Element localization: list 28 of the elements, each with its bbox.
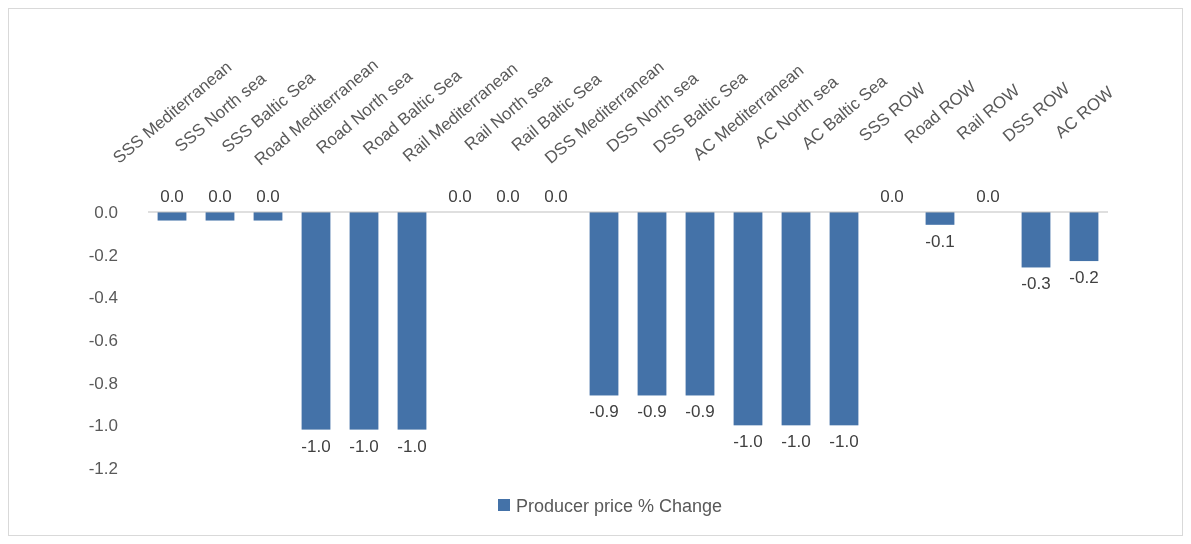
data-label: 0.0: [976, 187, 1000, 206]
data-label: 0.0: [448, 187, 472, 206]
data-label: -1.0: [829, 432, 859, 452]
y-tick-label: 0.0: [94, 202, 118, 222]
y-tick-label: -0.8: [88, 373, 118, 393]
data-label: 0.0: [496, 187, 520, 206]
y-tick-label: -0.6: [88, 330, 118, 350]
data-label: -0.9: [589, 402, 619, 422]
y-tick-label: -0.2: [88, 245, 118, 265]
y-tick-label: -1.2: [88, 458, 118, 478]
data-label: -1.0: [349, 436, 379, 456]
data-label: 0.0: [208, 187, 232, 206]
data-label: -1.0: [301, 436, 331, 456]
legend-label: Producer price % Change: [516, 496, 723, 517]
data-label: -0.1: [925, 231, 955, 251]
y-tick-label: -1.0: [88, 416, 118, 436]
data-label: 0.0: [256, 187, 280, 206]
data-label: -0.3: [1021, 274, 1051, 294]
data-label: 0.0: [160, 187, 184, 206]
data-label: -0.9: [685, 402, 715, 422]
y-tick-label: -0.4: [88, 288, 118, 308]
data-label: -0.2: [1069, 268, 1099, 288]
data-label: -0.9: [637, 402, 667, 422]
data-label: -1.0: [733, 432, 763, 452]
data-label: 0.0: [544, 187, 568, 206]
data-label: -1.0: [781, 432, 811, 452]
data-label: -1.0: [397, 436, 427, 456]
data-label: 0.0: [880, 187, 904, 206]
